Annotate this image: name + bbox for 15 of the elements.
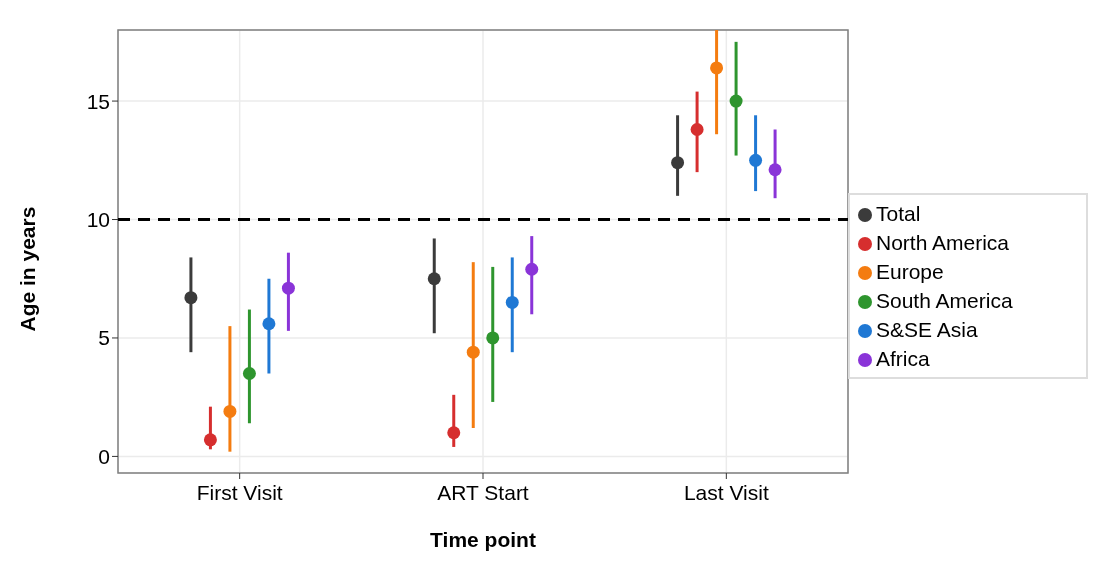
legend-label: North America [876, 230, 1010, 254]
y-tick-label: 10 [86, 207, 110, 231]
y-tick-label: 15 [86, 89, 110, 113]
legend-label: South America [876, 288, 1013, 312]
legend-label: S&SE Asia [876, 317, 978, 341]
x-axis-title: Time point [430, 528, 536, 551]
y-tick-label: 0 [98, 444, 110, 468]
y-axis-title: Age in years [16, 206, 40, 332]
x-tick-label: ART Start [437, 480, 529, 504]
x-tick-label: First Visit [196, 480, 283, 504]
x-tick-label: Last Visit [683, 480, 769, 504]
legend-label: Africa [876, 346, 930, 370]
legend-label: Europe [876, 259, 944, 283]
legend-label: Total [876, 201, 921, 225]
y-tick-label: 5 [98, 326, 110, 350]
